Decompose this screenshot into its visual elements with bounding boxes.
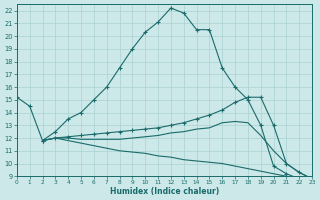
X-axis label: Humidex (Indice chaleur): Humidex (Indice chaleur) (110, 187, 219, 196)
